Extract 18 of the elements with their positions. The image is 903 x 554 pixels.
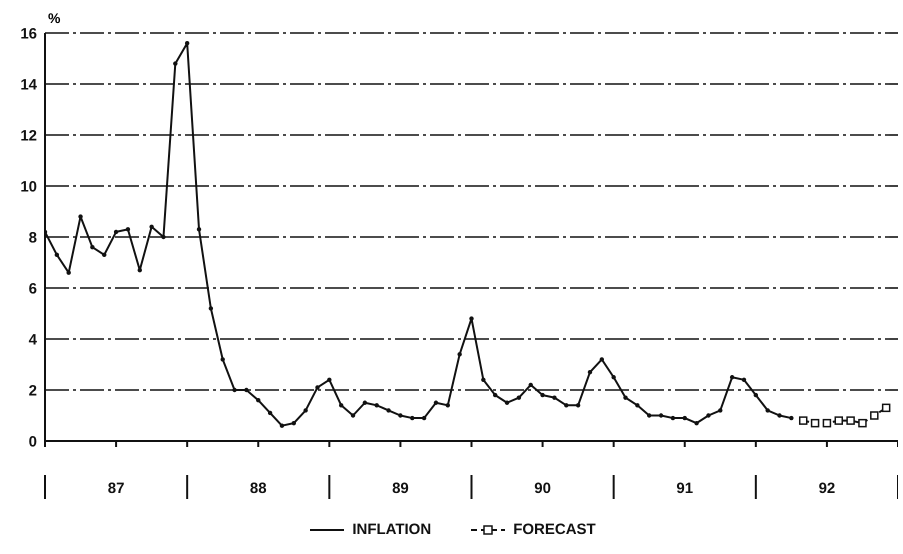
- y-tick-label: 2: [28, 382, 37, 400]
- x-tick-label: 91: [676, 480, 694, 497]
- x-tick-label: 89: [392, 480, 409, 497]
- legend-label: INFLATION: [352, 521, 432, 538]
- y-tick-label: 4: [28, 331, 38, 348]
- y-tick-label: 6: [28, 280, 37, 298]
- y-axis-title: %: [48, 10, 60, 26]
- x-tick-label: 88: [250, 480, 267, 497]
- y-tick-label: 0: [28, 433, 37, 450]
- x-tick-label: 92: [818, 480, 836, 497]
- y-tick-label: 8: [28, 229, 37, 246]
- y-tick-label: 16: [20, 25, 37, 42]
- y-tick-label: 14: [20, 76, 38, 94]
- y-tick-label: 10: [20, 178, 37, 196]
- y-tick-label: 12: [20, 127, 37, 144]
- x-tick-label: 90: [534, 480, 551, 497]
- x-tick-label: 87: [108, 480, 124, 497]
- legend-label: FORECAST: [513, 521, 596, 538]
